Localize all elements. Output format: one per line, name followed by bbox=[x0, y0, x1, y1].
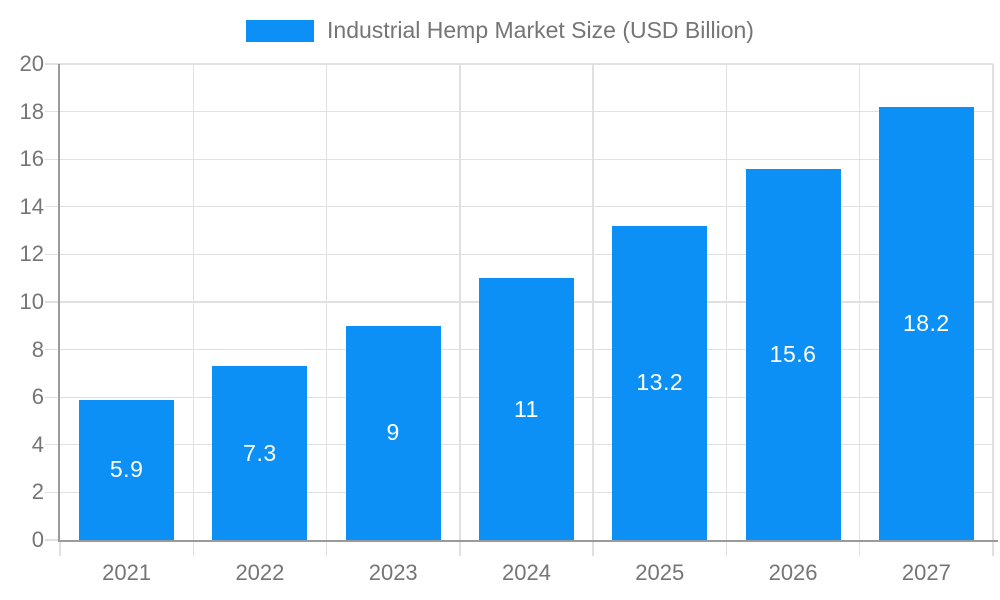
y-tick bbox=[45, 444, 60, 446]
y-axis-line bbox=[58, 64, 60, 542]
x-axis-label: 2025 bbox=[635, 560, 685, 585]
x-gridline bbox=[725, 64, 728, 540]
legend-label: Industrial Hemp Market Size (USD Billion… bbox=[327, 17, 754, 43]
bar-value-label: 15.6 bbox=[769, 340, 817, 367]
y-axis-label: 4 bbox=[31, 431, 44, 457]
y-gridline bbox=[60, 110, 993, 113]
x-axis-label: 2022 bbox=[235, 560, 285, 585]
y-tick bbox=[45, 396, 60, 398]
bar-2026: 15.6 bbox=[745, 168, 841, 540]
x-gridline bbox=[192, 64, 194, 540]
bar-2025: 13.2 bbox=[612, 225, 708, 540]
y-gridline bbox=[60, 253, 993, 256]
x-tick bbox=[859, 540, 861, 556]
x-axis-label: 2021 bbox=[102, 560, 152, 585]
y-axis-label: 8 bbox=[31, 336, 44, 362]
y-axis-label: 12 bbox=[19, 241, 44, 267]
bar-2024: 11 bbox=[479, 278, 574, 540]
y-tick bbox=[45, 110, 60, 113]
y-axis-label: 16 bbox=[19, 146, 44, 172]
y-gridline bbox=[60, 63, 993, 65]
y-tick bbox=[45, 63, 60, 65]
x-tick bbox=[192, 540, 194, 556]
y-tick bbox=[45, 491, 60, 494]
bar-2022: 7.3 bbox=[212, 366, 308, 540]
plot-area: 0 2 4 6 8 10 12 14 16 18 20 2021 5.9 2022 7.3 2023 9 2024… bbox=[20, 51, 998, 585]
x-axis-line bbox=[58, 540, 998, 542]
y-tick bbox=[45, 301, 60, 303]
y-tick bbox=[45, 253, 60, 256]
bar-2021: 5.9 bbox=[79, 399, 175, 540]
y-axis-label: 2 bbox=[31, 479, 44, 505]
y-axis-label: 10 bbox=[19, 289, 44, 314]
bar-2023: 9 bbox=[345, 325, 441, 540]
y-axis-label: 14 bbox=[19, 193, 44, 219]
x-gridline bbox=[859, 64, 861, 540]
bar-value-label: 13.2 bbox=[636, 369, 684, 396]
bar-value-label: 11 bbox=[514, 395, 539, 422]
x-gridline bbox=[459, 64, 461, 540]
x-tick bbox=[592, 540, 594, 556]
y-axis-label: 6 bbox=[31, 384, 44, 410]
legend: Industrial Hemp Market Size (USD Billion… bbox=[0, 17, 1000, 44]
x-axis-label: 2024 bbox=[502, 560, 551, 585]
x-axis-label: 2026 bbox=[768, 560, 818, 585]
bar-value-label: 18.2 bbox=[902, 309, 950, 336]
x-gridline bbox=[592, 64, 594, 540]
x-tick bbox=[725, 540, 728, 556]
x-tick bbox=[992, 540, 994, 556]
bar-value-label: 7.3 bbox=[243, 439, 277, 466]
x-tick bbox=[459, 540, 461, 556]
y-axis-label: 0 bbox=[31, 527, 44, 552]
y-tick bbox=[45, 348, 60, 351]
y-tick bbox=[45, 206, 60, 208]
bar-value-label: 5.9 bbox=[109, 456, 144, 483]
y-tick bbox=[45, 158, 60, 160]
x-tick bbox=[59, 540, 61, 556]
y-gridline bbox=[60, 206, 993, 208]
y-gridline bbox=[60, 158, 993, 160]
bar-2027: 18.2 bbox=[878, 106, 974, 540]
y-axis-label: 18 bbox=[19, 98, 44, 124]
legend-swatch bbox=[246, 19, 315, 42]
x-axis-label: 2027 bbox=[901, 560, 951, 585]
x-gridline bbox=[992, 64, 994, 540]
x-gridline bbox=[325, 64, 328, 540]
x-axis-label: 2023 bbox=[368, 560, 418, 585]
bar-value-label: 9 bbox=[386, 419, 400, 446]
y-tick bbox=[45, 539, 60, 541]
y-axis-label: 20 bbox=[19, 51, 44, 76]
x-tick bbox=[325, 540, 328, 556]
